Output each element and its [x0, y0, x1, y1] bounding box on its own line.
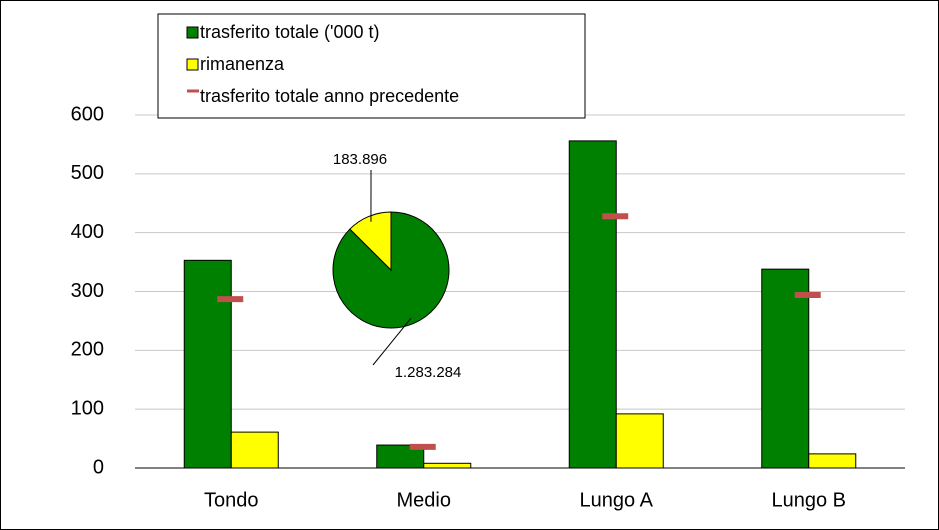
- y-tick-label: 0: [93, 456, 104, 478]
- y-tick-label: 200: [71, 339, 104, 361]
- y-tick-label: 300: [71, 280, 104, 302]
- y-tick-label: 400: [71, 221, 104, 243]
- data-label: 1.283.284: [395, 364, 462, 381]
- data-label: 183.896: [333, 151, 387, 168]
- bar: [230, 431, 279, 469]
- bar: [615, 413, 664, 469]
- legend-swatch: [186, 58, 199, 71]
- y-tick-label: 500: [71, 162, 104, 184]
- bar: [761, 268, 810, 469]
- y-tick-label: 100: [71, 397, 104, 419]
- legend-label: rimanenza: [200, 54, 285, 74]
- bar: [183, 259, 232, 469]
- x-tick-label: Lungo B: [771, 489, 846, 511]
- bar: [808, 453, 857, 469]
- bar: [568, 140, 617, 469]
- pie-slice: [349, 211, 392, 272]
- legend-label: trasferito totale anno precedente: [200, 86, 459, 106]
- leader-line: [372, 317, 412, 366]
- bar: [376, 444, 425, 469]
- bar: [423, 462, 472, 469]
- x-tick-label: Lungo A: [580, 489, 654, 511]
- legend-box: [157, 13, 586, 119]
- x-tick-label: Medio: [397, 489, 451, 511]
- legend-swatch: [186, 26, 199, 39]
- y-tick-label: 600: [71, 103, 104, 125]
- x-tick-label: Tondo: [204, 489, 259, 511]
- legend-label: trasferito totale ('000 t): [200, 22, 380, 42]
